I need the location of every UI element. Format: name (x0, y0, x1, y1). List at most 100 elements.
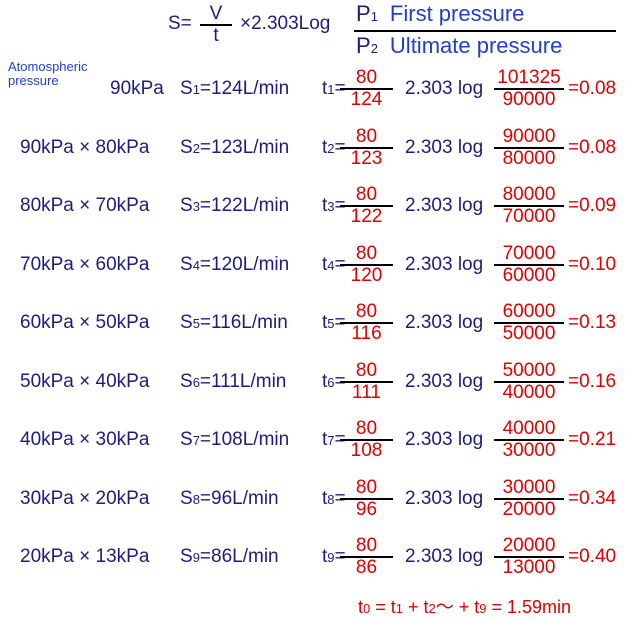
pressure-range: 30kPa × 20kPa (20, 487, 150, 509)
time-fraction-numerator: 80 (355, 125, 378, 147)
fraction-line (340, 205, 393, 207)
pressure-fraction-denominator: 30000 (502, 440, 556, 461)
time-fraction-numerator: 80 (355, 359, 378, 381)
result: =0.08 (568, 136, 617, 158)
v-over-t-denominator: t (213, 25, 219, 46)
numerator: P1 First pressure (354, 0, 524, 30)
s: S (180, 253, 193, 275)
time-fraction-denominator: 120 (350, 264, 383, 286)
pressure-fraction: 70000 60000 (494, 243, 564, 286)
pressure-fraction: 40000 30000 (494, 419, 564, 461)
time-fraction: 80 122 (340, 185, 393, 227)
pressure-fraction-numerator: 50000 (502, 359, 556, 381)
pressure-fraction-numerator: 30000 (502, 476, 556, 498)
s-value: =111L/min (199, 370, 287, 392)
speed: S1=124L/min (180, 77, 289, 102)
pressure-fraction-denominator: 20000 (502, 498, 556, 520)
s: S (180, 487, 193, 509)
fraction-line (494, 322, 564, 324)
time-fraction-denominator: 108 (350, 440, 383, 461)
pressure-fraction-numerator: 60000 (502, 301, 556, 322)
s: S (180, 136, 193, 158)
time-fraction-numerator: 80 (355, 535, 378, 556)
result: =0.34 (568, 487, 617, 509)
atmospheric-note: Atomospheric pressure (8, 60, 87, 88)
time-fraction-denominator: 123 (350, 147, 383, 169)
result: =0.40 (568, 546, 617, 567)
time-fraction: 80 96 (340, 476, 393, 520)
time-fraction-denominator: 116 (351, 323, 382, 344)
s-sub: 4 (192, 257, 200, 273)
total-text: + t (403, 597, 429, 617)
fraction-line (494, 88, 564, 90)
speed: S5=116L/min (180, 311, 288, 336)
pressure-fraction-numerator: 90000 (502, 125, 556, 147)
time-fraction-numerator: 80 (355, 476, 378, 498)
pressure-ratio: P1 First pressure P2 Ultimate pressure (354, 0, 616, 62)
fraction-line (340, 380, 393, 383)
time-fraction: 80 123 (340, 125, 393, 169)
s-sub: 6 (192, 374, 200, 390)
t: t (322, 429, 328, 450)
pressure-fraction: 60000 50000 (494, 302, 564, 344)
time-fraction-denominator: 122 (350, 206, 383, 227)
fraction-line (494, 439, 564, 441)
time-fraction-denominator: 96 (355, 498, 378, 520)
pressure-range: 80kPa × 70kPa (20, 195, 150, 216)
pressure-fraction-denominator: 13000 (502, 557, 556, 578)
fraction-line (494, 497, 564, 500)
t-sub: 6 (327, 374, 335, 390)
ultimate-pressure: Ultimate pressure (389, 33, 563, 58)
total-text: t (358, 597, 364, 617)
time-fraction: 80 111 (340, 359, 393, 403)
fraction-line (340, 556, 393, 558)
t-sub: 7 (327, 433, 335, 448)
s-value: =96L/min (199, 487, 279, 509)
fraction-line (340, 263, 393, 266)
p2-sub: 2 (370, 41, 378, 56)
log-label: 2.303 log (405, 78, 484, 99)
pressure-fraction: 30000 20000 (494, 476, 564, 520)
pressure-range: 20kPa × 13kPa (20, 546, 150, 567)
total: t0 = t1 + t2～ + t9 = 1.59min (358, 595, 571, 621)
time-fraction-denominator: 111 (352, 381, 381, 403)
pressure-fraction-denominator: 70000 (502, 206, 556, 227)
first-pressure: First pressure (389, 1, 525, 26)
speed: S4=120L/min (180, 253, 289, 278)
speed: S7=108L/min (180, 428, 289, 453)
fraction-line (340, 146, 393, 149)
result: =0.21 (568, 429, 617, 450)
denominator: P2 Ultimate pressure (354, 32, 562, 62)
s: S (180, 195, 193, 216)
log-label: 2.303 log (405, 429, 484, 450)
s-sub: 9 (192, 550, 200, 565)
total-text: = 1.59min (486, 597, 572, 617)
s: S (180, 78, 193, 99)
s-value: =108L/min (199, 429, 290, 450)
t-sub: 8 (327, 491, 335, 507)
log-label: 2.303 log (405, 195, 484, 216)
p1-sub: 1 (370, 9, 378, 24)
fraction-line (340, 322, 393, 324)
total-sub: 1 (395, 601, 403, 616)
log-label: 2.303 log (405, 253, 484, 275)
total-sub: 2 (428, 601, 436, 616)
speed: S3=122L/min (180, 194, 289, 219)
pressure-range: 90kPa × 80kPa (20, 136, 150, 158)
time-fraction: 80 86 (340, 536, 393, 578)
fraction-line (354, 30, 616, 32)
s: S (180, 370, 193, 392)
pressure-fraction-numerator: 101325 (497, 67, 561, 88)
pressure-fraction: 20000 13000 (494, 536, 564, 578)
t-sub: 4 (327, 257, 335, 273)
pressure-range: 40kPa × 30kPa (20, 429, 150, 450)
note-line: Atomospheric (8, 59, 88, 74)
t: t (322, 253, 328, 275)
pressure-range: 90kPa (110, 78, 164, 99)
time-fraction-denominator: 86 (355, 557, 378, 578)
fraction-line (494, 556, 564, 558)
time-fraction: 80 116 (340, 302, 393, 344)
total-text: = t (370, 597, 396, 617)
log-label: 2.303 log (405, 312, 484, 333)
